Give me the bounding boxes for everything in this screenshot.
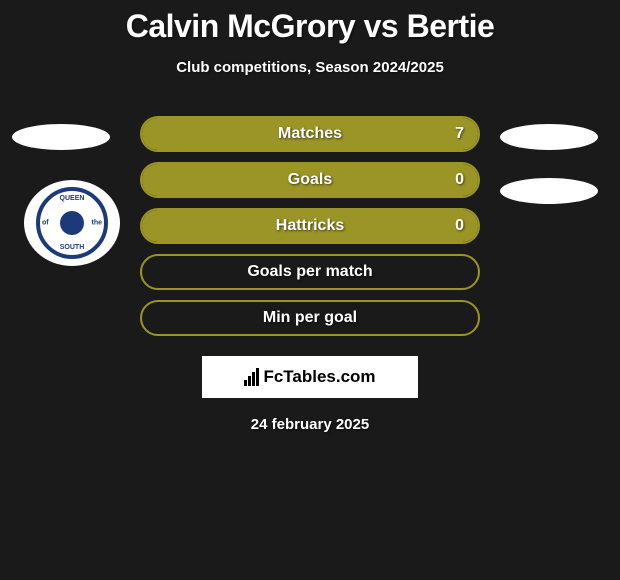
stat-label: Hattricks [276,217,344,235]
stat-label: Goals [288,171,332,189]
crest-text-right: the [92,220,103,227]
stat-value: 0 [455,171,464,189]
subtitle: Club competitions, Season 2024/2025 [0,59,620,76]
stat-label: Min per goal [263,309,357,327]
stat-value: 7 [455,125,464,143]
stat-value: 0 [455,217,464,235]
date-stamp: 24 february 2025 [0,416,620,433]
stat-bar: Matches 7 [140,116,480,152]
side-badge-left [12,124,110,150]
side-badge-right [500,124,598,150]
brand-text: FcTables.com [263,367,375,387]
stat-row: Min per goal [0,300,620,336]
crest-inner: QUEEN of the SOUTH [36,187,108,259]
crest-text-top: QUEEN [60,195,85,202]
branding-badge[interactable]: FcTables.com [202,356,418,398]
stat-bar: Goals 0 [140,162,480,198]
crest-center-icon [60,211,84,235]
crest-text-left: of [42,220,49,227]
page-title: Calvin McGrory vs Bertie [0,8,620,45]
side-badge-right [500,178,598,204]
stat-label: Matches [278,125,342,143]
crest-text-bottom: SOUTH [60,244,85,251]
club-crest-left: QUEEN of the SOUTH [24,180,120,266]
bar-chart-icon [244,368,259,386]
stat-bar: Min per goal [140,300,480,336]
stat-bar: Hattricks 0 [140,208,480,244]
stat-label: Goals per match [247,263,372,281]
stat-bar: Goals per match [140,254,480,290]
